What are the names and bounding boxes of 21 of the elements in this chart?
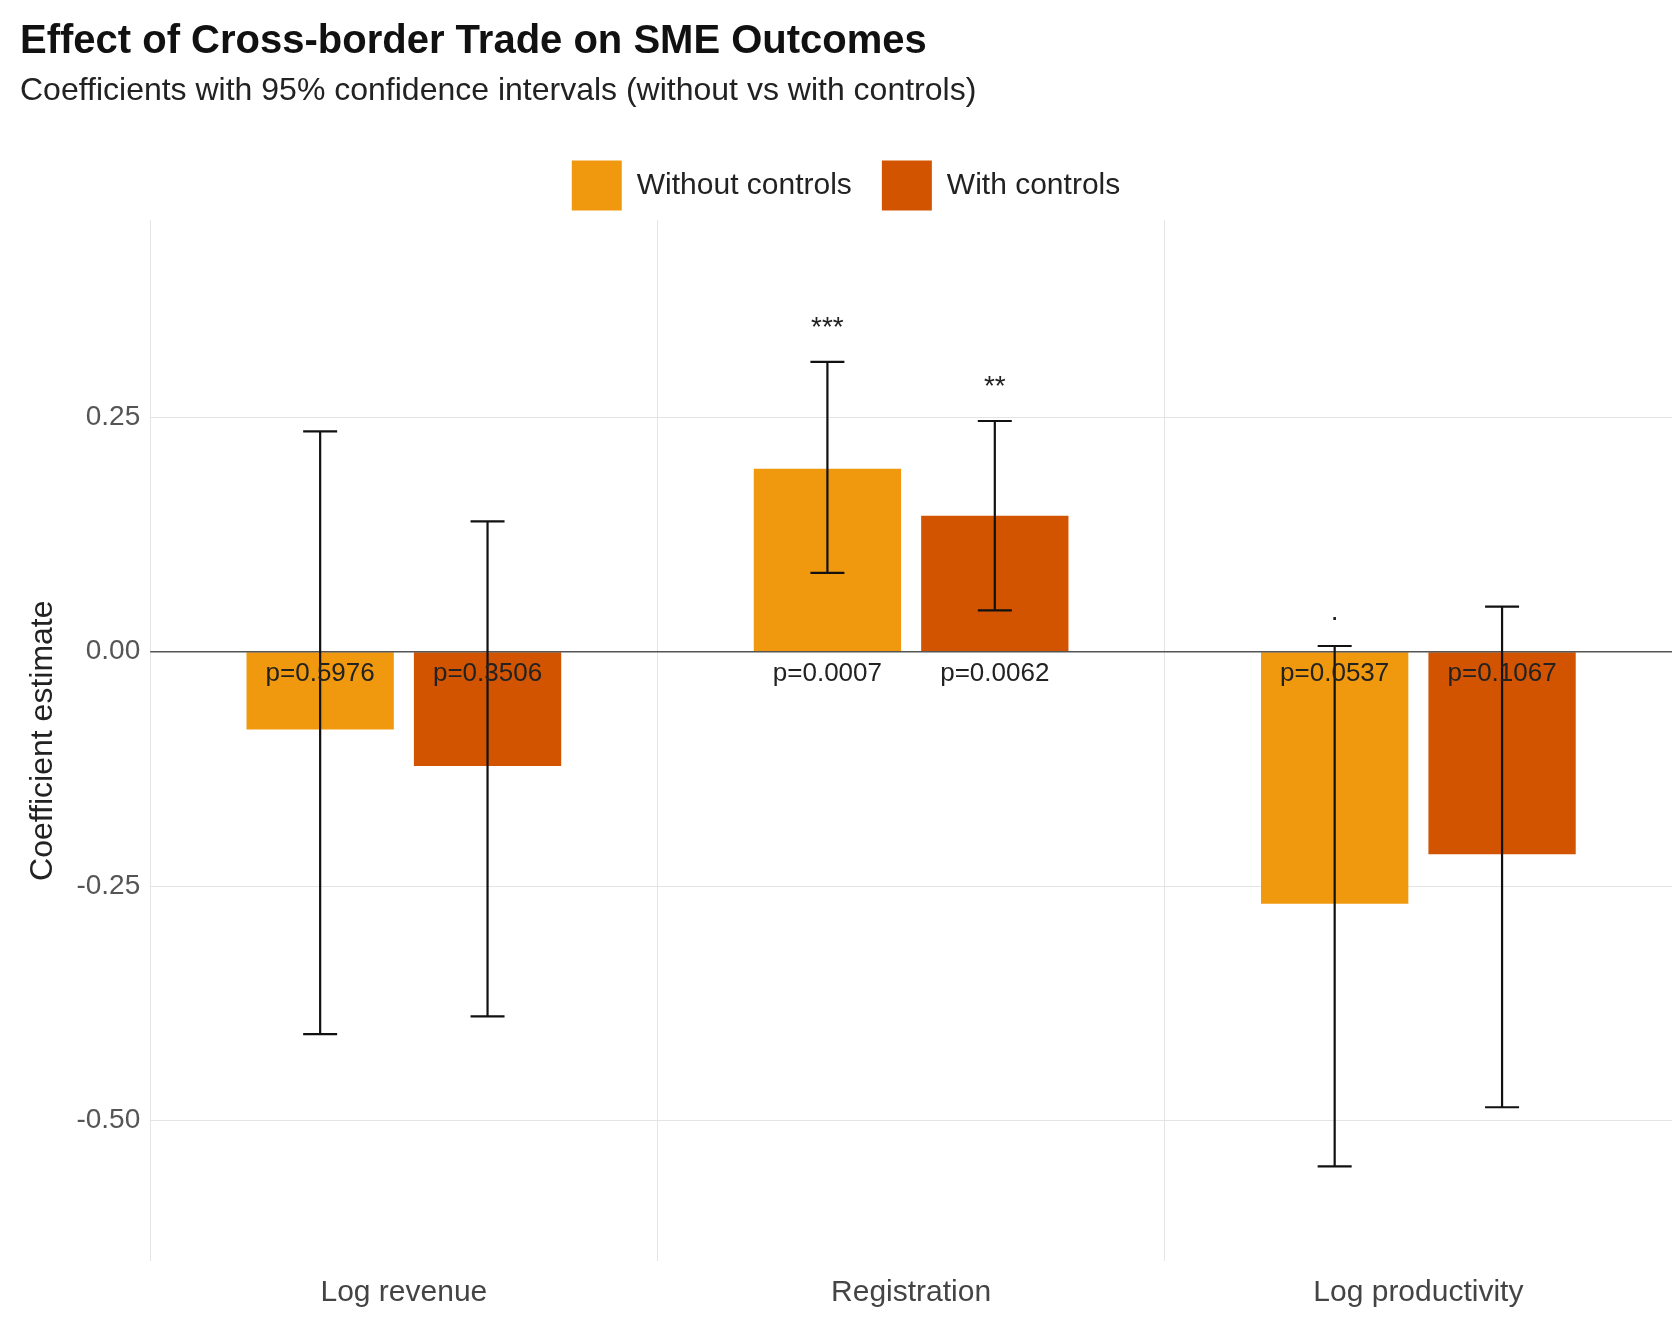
annotation: p=0.0007	[772, 656, 882, 687]
annotation: p=0.0062	[940, 656, 1050, 687]
x-tick-label: Log productivity	[1313, 1274, 1524, 1308]
legend-label: With controls	[946, 166, 1121, 200]
annotation: ***	[811, 310, 844, 342]
chart-title: Effect of Cross-border Trade on SME Outcomes	[20, 17, 927, 62]
bar	[1261, 652, 1409, 904]
y-tick-label: -0.25	[76, 868, 141, 900]
y-axis-title: Coefficient estimate	[23, 600, 60, 881]
bar	[753, 468, 902, 652]
legend-label: Without controls	[636, 166, 852, 200]
y-tick-label: 0.00	[85, 634, 141, 666]
annotation: .	[1330, 594, 1339, 626]
y-tick-label: 0.25	[85, 399, 141, 431]
annotation: **	[983, 369, 1006, 401]
x-tick-label: Log revenue	[320, 1274, 488, 1308]
bar	[1428, 652, 1576, 855]
chart-subtitle: Coefficients with 95% confidence intervals (without vs with controls)	[20, 71, 977, 108]
y-tick-label: -0.50	[76, 1103, 141, 1135]
x-tick-label: Registration	[831, 1274, 992, 1308]
bar	[921, 515, 1069, 652]
